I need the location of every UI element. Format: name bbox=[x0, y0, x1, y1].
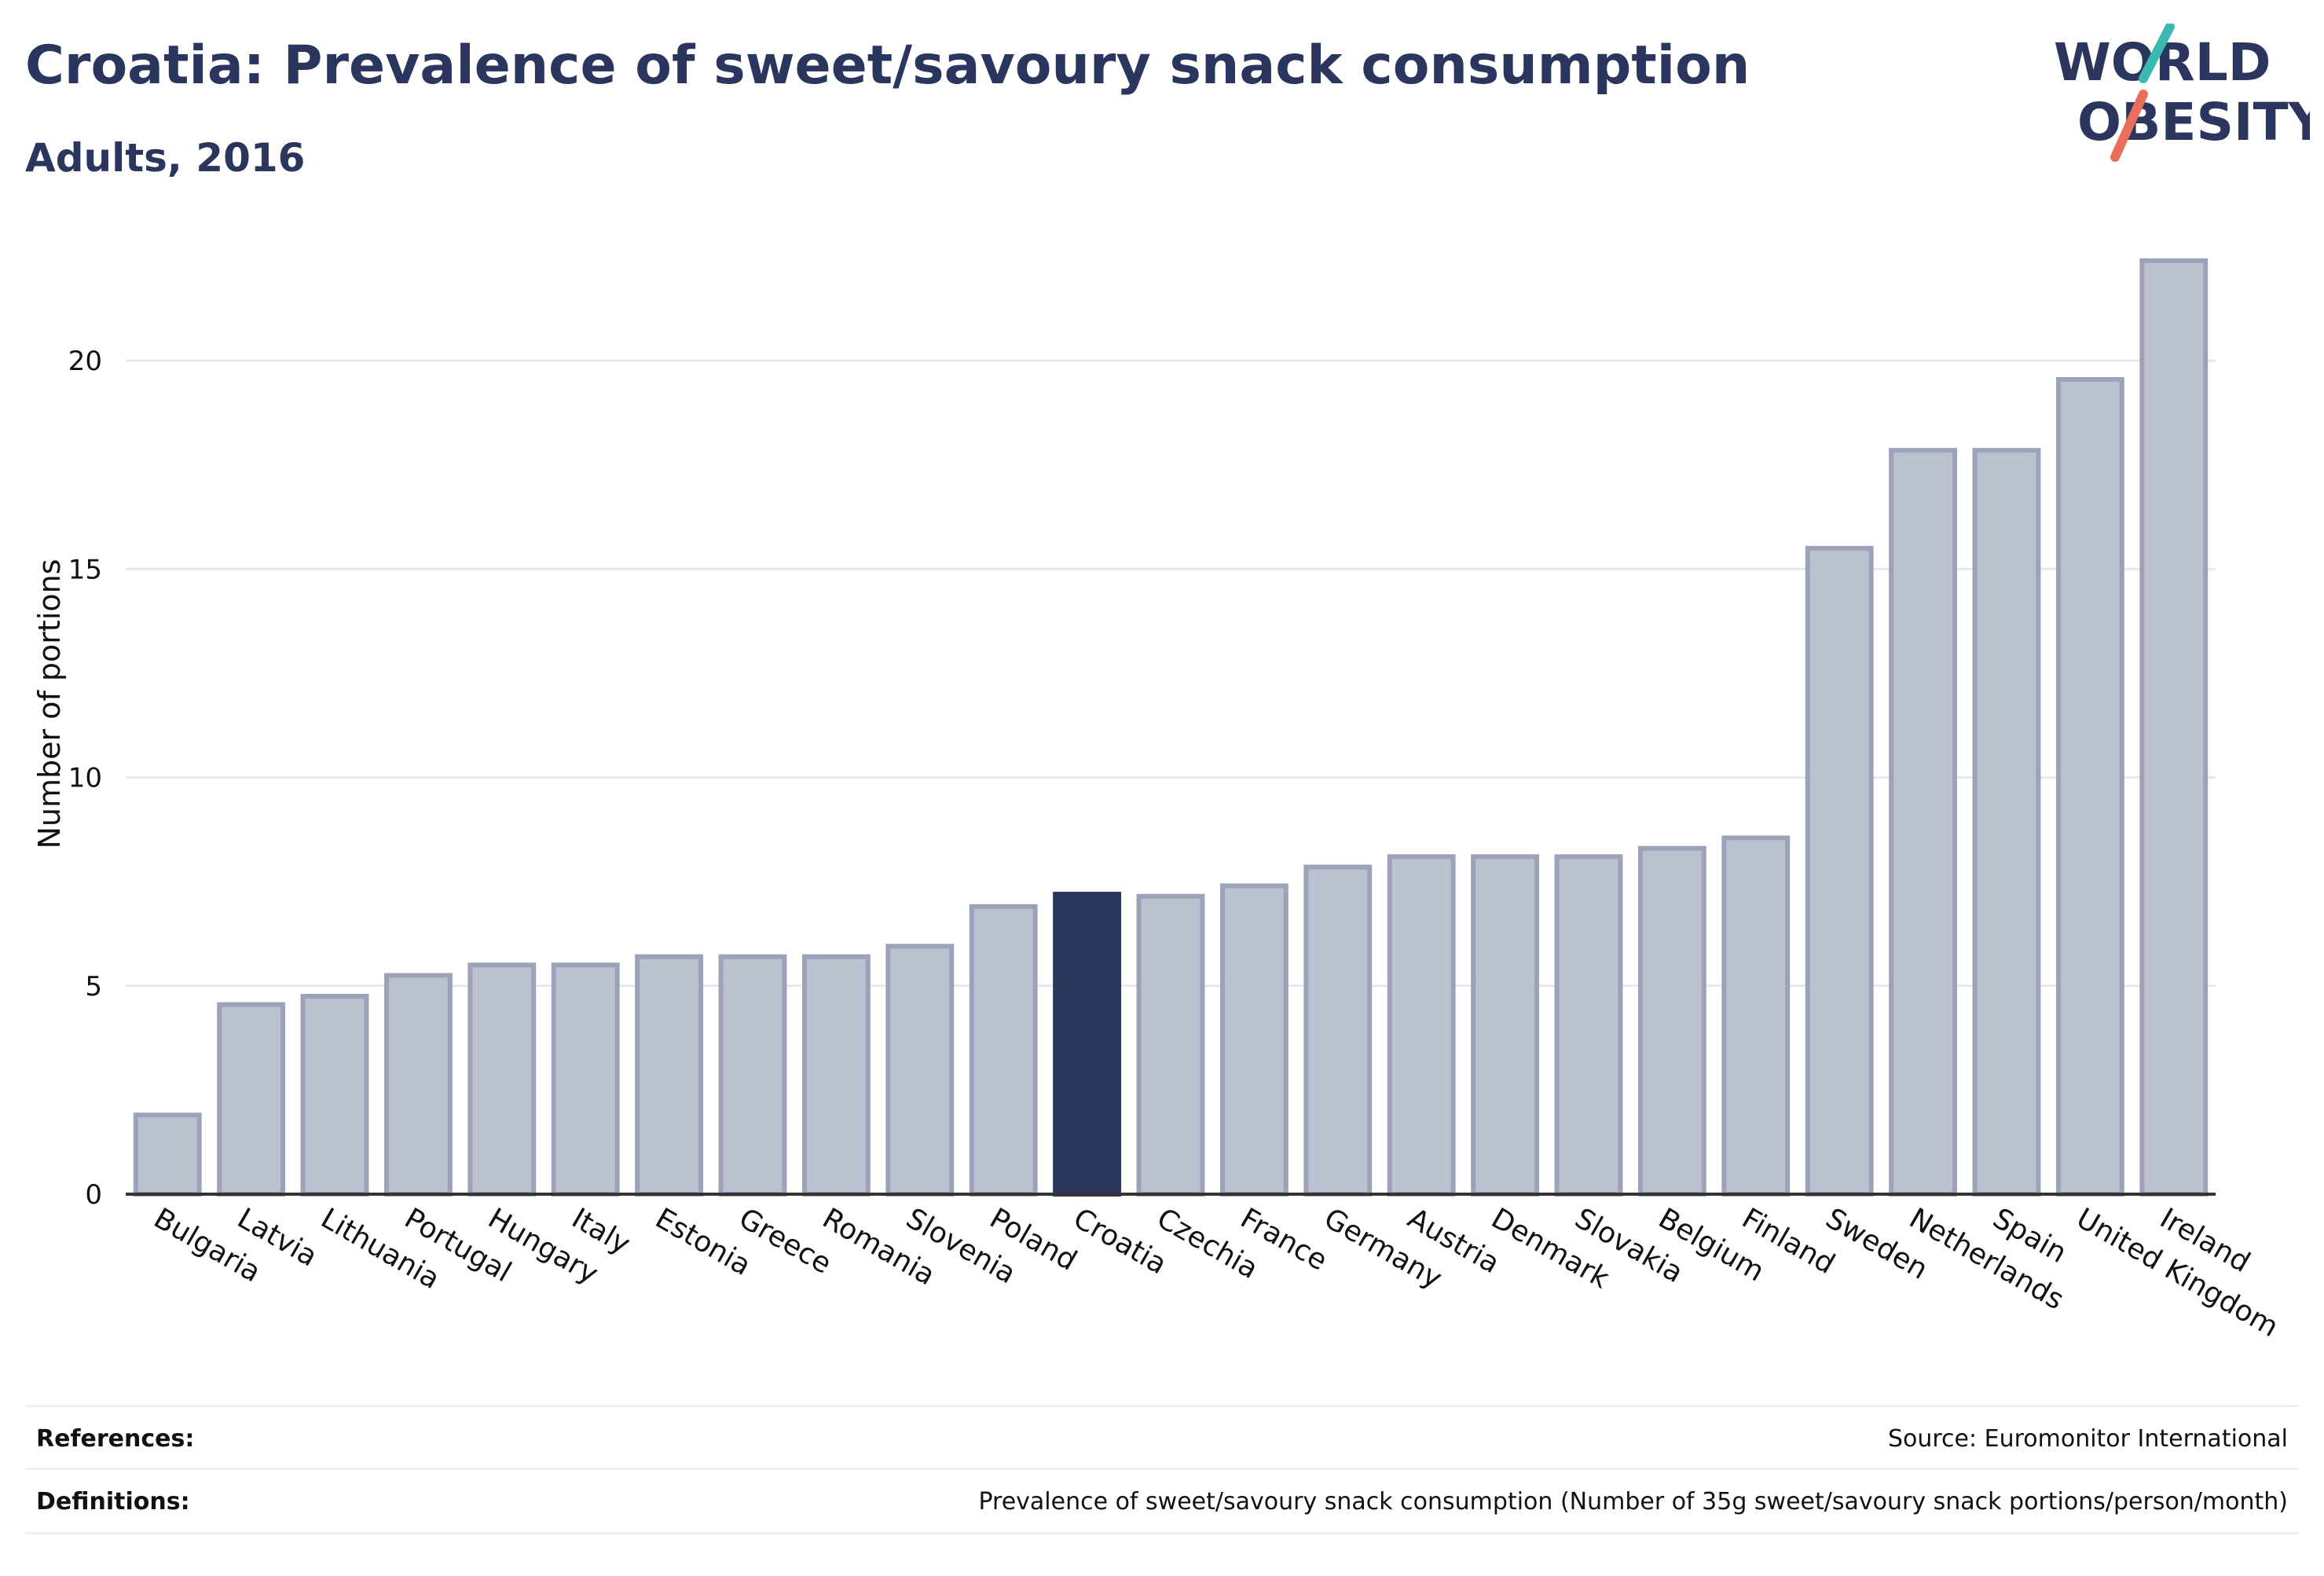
bar-croatia bbox=[1053, 892, 1122, 1197]
bar-lithuania bbox=[300, 994, 369, 1197]
definitions-value: Prevalence of sweet/savoury snack consum… bbox=[978, 1487, 2288, 1516]
bar-slovenia bbox=[885, 944, 955, 1197]
y-tick-label-0: 0 bbox=[85, 1179, 102, 1211]
bar-italy bbox=[551, 962, 620, 1197]
y-tick-label-20: 20 bbox=[68, 346, 102, 377]
definitions-label: Definitions: bbox=[36, 1487, 190, 1516]
bar-ireland bbox=[2139, 258, 2209, 1197]
bar-germany bbox=[1303, 864, 1373, 1197]
bar-poland bbox=[969, 904, 1038, 1197]
y-tick-label-5: 5 bbox=[85, 971, 102, 1002]
bar-chart: 0 5 10 15 20 BulgariaLatviaLithuaniaPortugal… bbox=[32, 258, 2284, 1343]
bar-netherlands bbox=[1889, 448, 1958, 1197]
y-axis-label: Number of portions bbox=[32, 559, 67, 848]
logo-word-obesity: OBESITY bbox=[2077, 92, 2310, 152]
chart-subtitle: Adults, 2016 bbox=[25, 135, 306, 181]
bar-belgium bbox=[1637, 845, 1706, 1197]
bar-greece bbox=[718, 954, 787, 1197]
bar-estonia bbox=[635, 954, 704, 1197]
bar-sweden bbox=[1805, 545, 1874, 1197]
footer-definitions-row: Definitions: Prevalence of sweet/savoury… bbox=[25, 1468, 2299, 1533]
bar-spain bbox=[1972, 448, 2041, 1197]
bar-france bbox=[1219, 883, 1288, 1197]
x-tick-label-greece: Greece bbox=[734, 1202, 837, 1281]
bar-romania bbox=[801, 954, 871, 1197]
bar-finland bbox=[1721, 835, 1791, 1197]
x-tick-label-croatia: Croatia bbox=[1068, 1202, 1172, 1281]
bar-slovakia bbox=[1554, 854, 1623, 1197]
logo-slash-coral bbox=[2110, 90, 2148, 162]
world-obesity-logo: WORLD OBESITY bbox=[2054, 24, 2310, 162]
bar-bulgaria bbox=[133, 1112, 202, 1197]
bar-czechia bbox=[1136, 893, 1205, 1197]
bar-layer bbox=[133, 258, 2209, 1197]
references-value: Source: Euromonitor International bbox=[1887, 1424, 2288, 1453]
label-layer: BulgariaLatviaLithuaniaPortugalHungaryIt… bbox=[148, 1202, 2284, 1343]
bar-austria bbox=[1387, 854, 1456, 1197]
y-tick-label-15: 15 bbox=[68, 554, 102, 585]
x-tick-label-estonia: Estonia bbox=[650, 1202, 756, 1282]
footer-divider bbox=[25, 1532, 2299, 1534]
references-label: References: bbox=[36, 1424, 195, 1453]
axis-layer: 0 5 10 15 20 bbox=[68, 346, 2216, 1211]
y-tick-label-10: 10 bbox=[68, 763, 102, 794]
bar-hungary bbox=[467, 962, 537, 1197]
bar-latvia bbox=[217, 1002, 286, 1197]
bar-denmark bbox=[1471, 854, 1540, 1197]
footer-references-row: References: Source: Euromonitor Internat… bbox=[25, 1405, 2299, 1470]
logo-slash-teal bbox=[2139, 24, 2175, 83]
bar-portugal bbox=[383, 973, 453, 1197]
bar-united-kingdom bbox=[2055, 377, 2124, 1197]
chart-title: Croatia: Prevalence of sweet/savoury sna… bbox=[25, 35, 1750, 97]
